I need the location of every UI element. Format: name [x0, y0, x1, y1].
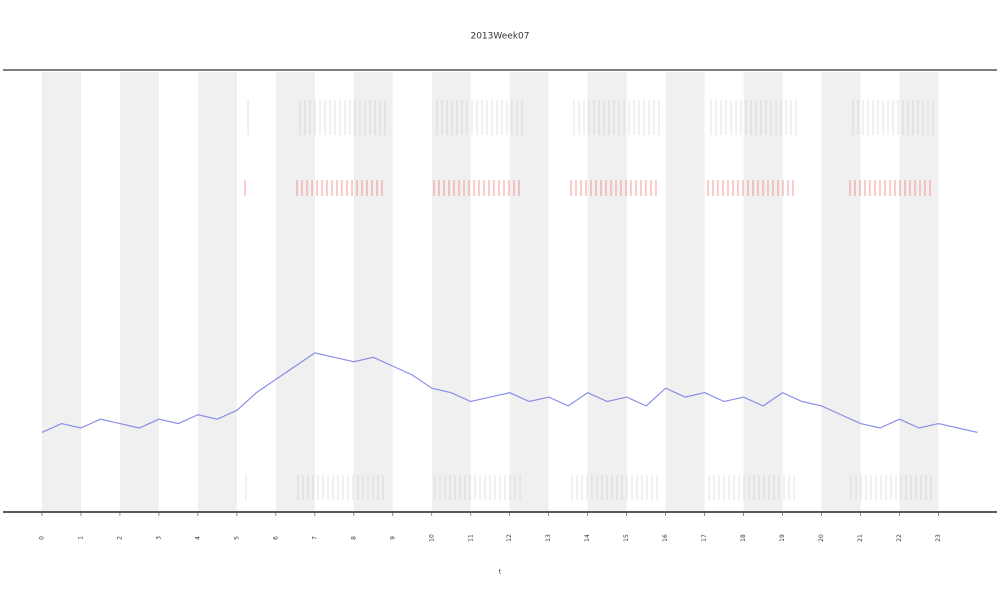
- band: [353, 72, 393, 511]
- x-tick-label: 14: [584, 534, 591, 542]
- x-tick-label: 5: [233, 536, 240, 540]
- band: [41, 72, 81, 511]
- x-tick-label: 21: [857, 534, 864, 542]
- x-tick-label: 22: [896, 534, 903, 542]
- x-tick-label: 19: [779, 534, 786, 542]
- band: [899, 72, 939, 511]
- band: [197, 72, 237, 511]
- shaded-bands: [41, 72, 939, 511]
- x-tick-label: 15: [623, 534, 630, 542]
- band: [665, 72, 705, 511]
- x-tick-label: 9: [389, 536, 396, 540]
- x-tick-label: 11: [467, 534, 474, 542]
- band: [743, 72, 783, 511]
- band: [431, 72, 471, 511]
- plot: [41, 352, 978, 434]
- x-tick-label: 20: [818, 534, 825, 542]
- x-tick-label: 18: [740, 534, 747, 542]
- x-tick-label: 4: [194, 536, 201, 540]
- x-tick-label: 10: [428, 534, 435, 542]
- chart-title: 2013Week07: [470, 32, 529, 42]
- band: [821, 72, 861, 511]
- x-tick-label: 1: [77, 536, 84, 540]
- x-tick-label: 6: [272, 536, 279, 540]
- x-tick-label: 8: [350, 536, 357, 540]
- x-axis-label: t: [499, 569, 502, 576]
- x-tick-label: 2: [116, 536, 123, 540]
- x-tick-label: 3: [155, 536, 162, 540]
- x-tick-label: 7: [311, 536, 318, 540]
- band: [587, 72, 627, 511]
- x-tick-label: 13: [545, 534, 552, 542]
- x-tick-label: 23: [935, 534, 942, 542]
- x-tick-label: 0: [38, 536, 45, 540]
- data-line: [41, 352, 978, 434]
- band: [275, 72, 315, 511]
- band: [119, 72, 159, 511]
- x-tick-label: 17: [701, 534, 708, 542]
- band: [509, 72, 549, 511]
- x-tick-label: 12: [506, 534, 513, 542]
- x-tick-label: 16: [662, 534, 669, 542]
